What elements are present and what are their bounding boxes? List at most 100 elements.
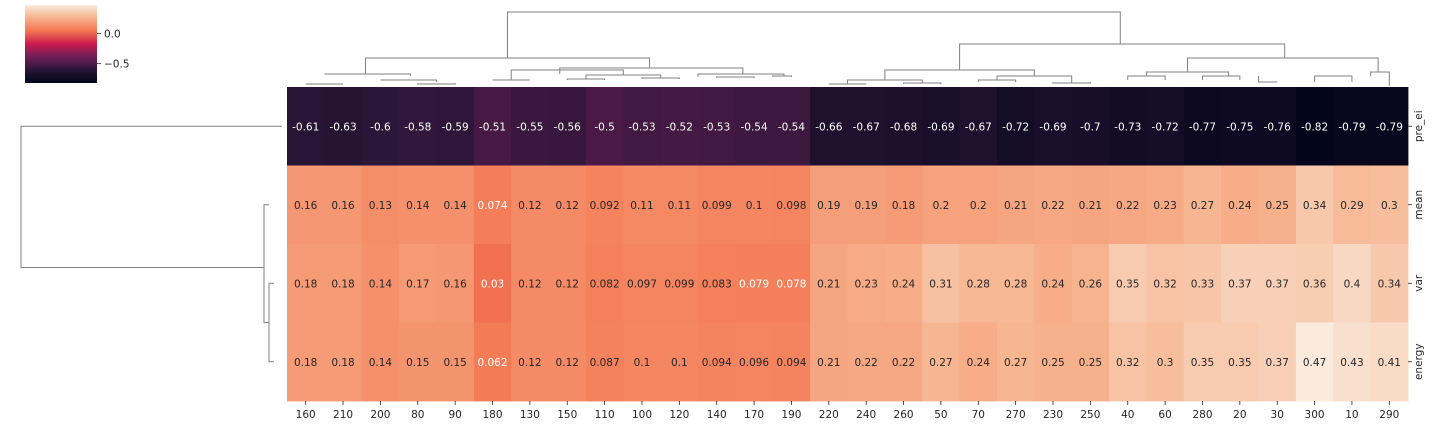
heatmap-cell: [287, 165, 325, 245]
cell-value-label: 0.36: [1303, 278, 1327, 290]
heatmap-cell: [1071, 322, 1110, 402]
heatmap-cell: [473, 322, 512, 402]
heatmap-cell: [698, 165, 736, 245]
cell-value-label: 0.092: [590, 200, 620, 212]
dendrogram-link: [772, 75, 792, 77]
cell-value-label: -0.72: [1002, 121, 1029, 133]
heatmap-cell: [660, 244, 699, 323]
column-dendrogram: [305, 11, 1390, 86]
heatmap-cell: [1258, 244, 1297, 323]
dendrogram-link: [977, 79, 1017, 82]
heatmap-cell: [399, 87, 437, 166]
cell-value-label: -0.54: [778, 121, 805, 133]
heatmap-cell: [1034, 322, 1073, 402]
cell-value-label: 0.1: [634, 357, 651, 369]
heatmap-cell: [436, 87, 475, 166]
heatmap-cell: [996, 165, 1035, 245]
cell-value-label: -0.73: [1114, 121, 1141, 133]
heatmap-cell: [847, 322, 886, 402]
x-tick-label: 80: [411, 409, 424, 421]
cell-value-label: 0.14: [369, 357, 393, 369]
heatmap-cell: [361, 322, 400, 402]
heatmap-cell: [1183, 244, 1222, 323]
cell-value-label: -0.68: [890, 121, 917, 133]
heatmap-cell: [1071, 87, 1110, 166]
cell-value-label: 0.26: [1079, 278, 1103, 290]
heatmap-cell: [361, 244, 400, 323]
cell-value-label: -0.67: [853, 121, 880, 133]
heatmap-cell: [1295, 244, 1334, 323]
heatmap-cell: [287, 244, 325, 323]
heatmap-cell: [1370, 87, 1409, 166]
x-tick-label: 120: [669, 409, 689, 421]
cell-value-label: -0.82: [1301, 121, 1328, 133]
heatmap-cell: [660, 165, 699, 245]
heatmap-cell: [810, 87, 848, 166]
cell-value-label: -0.61: [292, 121, 319, 133]
heatmap-cell: [884, 87, 923, 166]
cell-value-label: 0.2: [970, 200, 987, 212]
cell-value-label: -0.69: [1039, 121, 1066, 133]
heatmap-cell: [922, 165, 960, 245]
heatmap-cell: [1295, 87, 1334, 166]
heatmap-cell: [1221, 322, 1259, 402]
x-tick-label: 110: [595, 409, 615, 421]
heatmap-cell: [361, 165, 400, 245]
heatmap-cell: [1146, 165, 1185, 245]
cell-value-label: 0.32: [1153, 278, 1176, 290]
heatmap-cell: [735, 165, 774, 245]
x-tick-label: 150: [557, 409, 577, 421]
cell-value-label: 0.13: [369, 200, 392, 212]
heatmap-cell: [623, 322, 662, 402]
heatmap-cell: [1034, 165, 1073, 245]
dendrogram-link: [903, 82, 942, 84]
heatmap-cell: [1071, 244, 1110, 323]
heatmap-cell: [922, 322, 960, 402]
cell-value-label: 0.24: [1041, 278, 1065, 290]
heatmap-cell: [922, 244, 960, 323]
heatmap-cell: [735, 322, 774, 402]
cell-value-label: -0.54: [740, 121, 767, 133]
dendrogram-link: [1258, 76, 1278, 83]
x-tick-label: 270: [1006, 409, 1026, 421]
cell-value-label: 0.098: [776, 200, 806, 212]
cell-value-label: 0.03: [481, 278, 504, 290]
cell-value-label: 0.35: [1116, 278, 1139, 290]
cell-value-label: -0.69: [927, 121, 954, 133]
x-tick-label: 210: [333, 409, 353, 421]
heatmap-cell: [548, 322, 587, 402]
dendrogram-link: [559, 67, 744, 74]
cell-value-label: 0.23: [1153, 200, 1176, 212]
heatmap-cell: [623, 87, 662, 166]
heatmap-cell: [996, 244, 1035, 323]
cell-value-label: 0.097: [627, 278, 657, 290]
cell-value-label: 0.22: [1116, 200, 1139, 212]
x-tick-label: 230: [1043, 409, 1063, 421]
cell-value-label: 0.3: [1157, 357, 1174, 369]
cell-value-label: 0.22: [1041, 200, 1064, 212]
cell-value-label: 0.078: [776, 278, 806, 290]
heatmap-cell: [996, 87, 1035, 166]
cell-value-label: 0.21: [1004, 200, 1027, 212]
cell-value-label: 0.33: [1191, 278, 1214, 290]
x-axis-tick-labels: 160 210 200 80 90 180 130 150 110 100 120 140 170 190…: [296, 401, 1399, 421]
y-tick-label: var: [1413, 274, 1425, 292]
cell-value-label: 0.099: [702, 200, 732, 212]
dendrogram-link: [510, 69, 624, 80]
cell-value-label: 0.24: [1228, 200, 1252, 212]
heatmap-cell: [1333, 244, 1372, 323]
cell-value-label: -0.53: [703, 121, 730, 133]
cell-value-label: -0.67: [965, 121, 992, 133]
cell-value-label: 0.31: [929, 278, 952, 290]
heatmap-cell: [1333, 87, 1372, 166]
cell-value-label: 0.28: [1004, 278, 1027, 290]
cell-value-label: 0.087: [590, 357, 620, 369]
heatmap-cell: [772, 165, 811, 245]
cell-value-label: 0.099: [664, 278, 694, 290]
cell-value-label: -0.79: [1338, 121, 1365, 133]
heatmap-cell: [324, 244, 363, 323]
y-tick-label: pre_ei: [1413, 110, 1425, 142]
heatmap-cell: [1071, 165, 1110, 245]
cell-value-label: -0.56: [554, 121, 581, 133]
x-tick-label: 70: [972, 409, 985, 421]
